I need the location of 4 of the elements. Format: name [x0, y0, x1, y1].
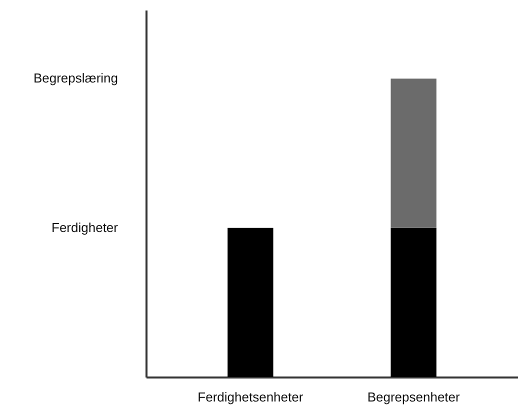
- text: Ferdigheter: [52, 220, 119, 235]
- text: Begrepslæring: [33, 70, 118, 86]
- x-tick-label: Begrepsenheter: [367, 390, 461, 404]
- x-tick-label: Ferdighetsenheter: [198, 390, 304, 404]
